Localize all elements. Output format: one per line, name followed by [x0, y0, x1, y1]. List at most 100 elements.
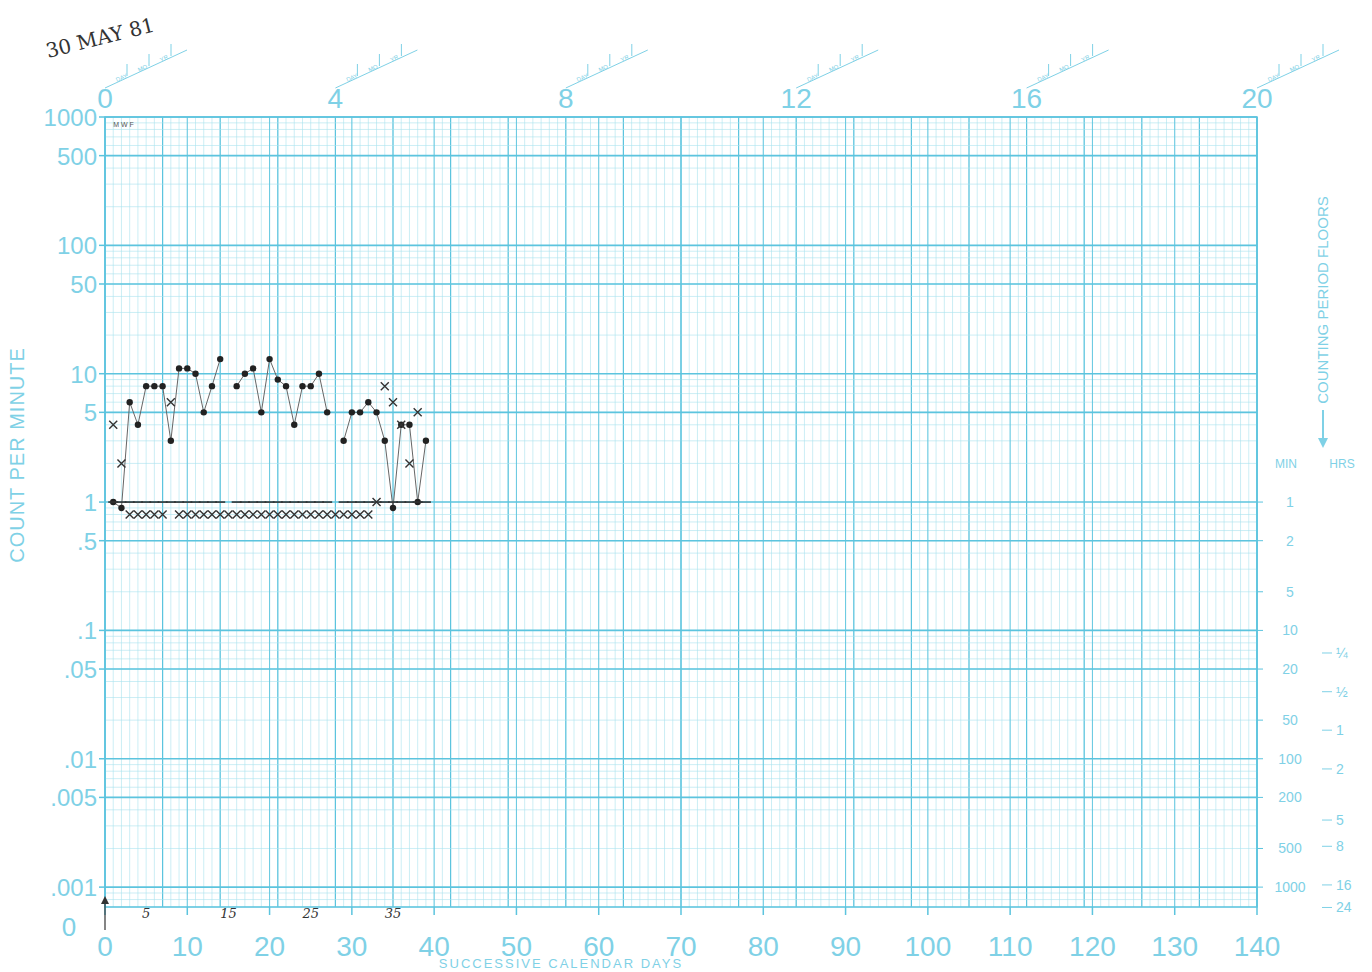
date-box-line — [105, 50, 187, 88]
day-line — [886, 117, 887, 907]
day-line — [491, 117, 492, 907]
day-line — [878, 117, 879, 907]
date-box-tick — [1323, 44, 1324, 56]
day-line — [722, 117, 723, 907]
day-line — [442, 117, 443, 907]
day-line — [1215, 117, 1216, 907]
x-tick-label: 130 — [1151, 931, 1198, 962]
day-line — [1100, 117, 1101, 907]
start-arrowhead — [101, 896, 109, 904]
grid-line — [1010, 117, 1011, 907]
y-tick-label: .5 — [77, 528, 97, 555]
date-box-tick — [1092, 44, 1093, 56]
x-marker — [216, 510, 224, 518]
dot-marker — [357, 409, 363, 415]
x-marker — [414, 408, 422, 416]
day-line — [656, 117, 657, 907]
week-line — [796, 117, 797, 907]
dot-marker — [126, 399, 132, 405]
date-box-label: YR — [389, 54, 400, 63]
day-line — [936, 117, 937, 907]
date-box-tick — [171, 44, 172, 56]
date-box-tick — [818, 64, 819, 76]
date-box-label: DAY — [1036, 72, 1049, 82]
day-line — [730, 117, 731, 907]
week-line — [335, 117, 336, 907]
day-line — [401, 117, 402, 907]
day-line — [648, 117, 649, 907]
day-line — [1075, 117, 1076, 907]
y-tick-label: 100 — [57, 232, 97, 259]
date-box-label: YR — [620, 54, 631, 63]
hrs-floor-label: ¼ — [1336, 645, 1348, 661]
x-tick — [433, 907, 435, 915]
x-marker — [175, 510, 183, 518]
min-floor-tick — [1257, 797, 1263, 798]
day-line — [294, 117, 295, 907]
y-tick-label: .05 — [64, 656, 97, 683]
day-line — [1224, 117, 1225, 907]
y-tick-label: 500 — [57, 143, 97, 170]
day-line — [475, 117, 476, 907]
x-tick — [845, 907, 847, 915]
dot-marker — [283, 383, 289, 389]
x-marker — [389, 398, 397, 406]
min-floor-tick — [1257, 502, 1263, 503]
x-tick-label: 30 — [336, 931, 367, 962]
date-box-label: DAY — [576, 72, 589, 82]
x-tick-label: 0 — [97, 931, 113, 962]
date-box-label: MO — [598, 63, 610, 73]
dot-marker — [390, 505, 396, 511]
day-line — [318, 117, 319, 907]
day-line — [1067, 117, 1068, 907]
date-box-tick — [357, 64, 358, 76]
x-marker — [348, 510, 356, 518]
dot-marker — [151, 383, 157, 389]
y-tick — [99, 245, 105, 247]
day-line — [450, 117, 451, 907]
x-tick-label: 120 — [1069, 931, 1116, 962]
day-line — [327, 117, 328, 907]
min-floor-label: 10 — [1282, 622, 1298, 638]
y-tick — [99, 630, 105, 632]
day-line — [944, 117, 945, 907]
y-tick-label: .01 — [64, 746, 97, 773]
day-line — [1150, 117, 1151, 907]
day-line — [1059, 117, 1060, 907]
day-line — [713, 117, 714, 907]
day-line — [960, 117, 961, 907]
day-line — [170, 117, 171, 907]
day-line — [1108, 117, 1109, 907]
min-floor-label: 50 — [1282, 712, 1298, 728]
series-line — [113, 359, 426, 508]
day-line — [458, 117, 459, 907]
x-tick — [680, 907, 682, 915]
day-line — [1191, 117, 1192, 907]
min-floor-label: 5 — [1286, 584, 1294, 600]
x-marker — [307, 510, 315, 518]
dot-marker — [159, 383, 165, 389]
x-marker — [208, 510, 216, 518]
date-box-tick — [1301, 54, 1302, 66]
y-tick-label: 1000 — [44, 104, 97, 131]
x-tick — [351, 907, 353, 915]
y-tick — [99, 116, 105, 118]
day-line — [277, 117, 278, 907]
y-tick — [99, 155, 105, 157]
day-line — [1174, 117, 1175, 907]
dot-marker — [423, 438, 429, 444]
hrs-floor-tick — [1322, 691, 1332, 692]
day-line — [129, 117, 130, 907]
day-line — [977, 117, 978, 907]
day-line — [829, 117, 830, 907]
date-box-line — [796, 50, 878, 88]
hrs-floor-tick — [1322, 907, 1332, 908]
day-line — [1199, 117, 1200, 907]
min-floor-tick — [1257, 540, 1263, 541]
y-tick — [99, 886, 105, 888]
dot-marker — [258, 409, 264, 415]
day-line — [1010, 117, 1011, 907]
day-note: 5 — [142, 906, 150, 921]
day-line — [1182, 117, 1183, 907]
y-tick — [99, 501, 105, 503]
